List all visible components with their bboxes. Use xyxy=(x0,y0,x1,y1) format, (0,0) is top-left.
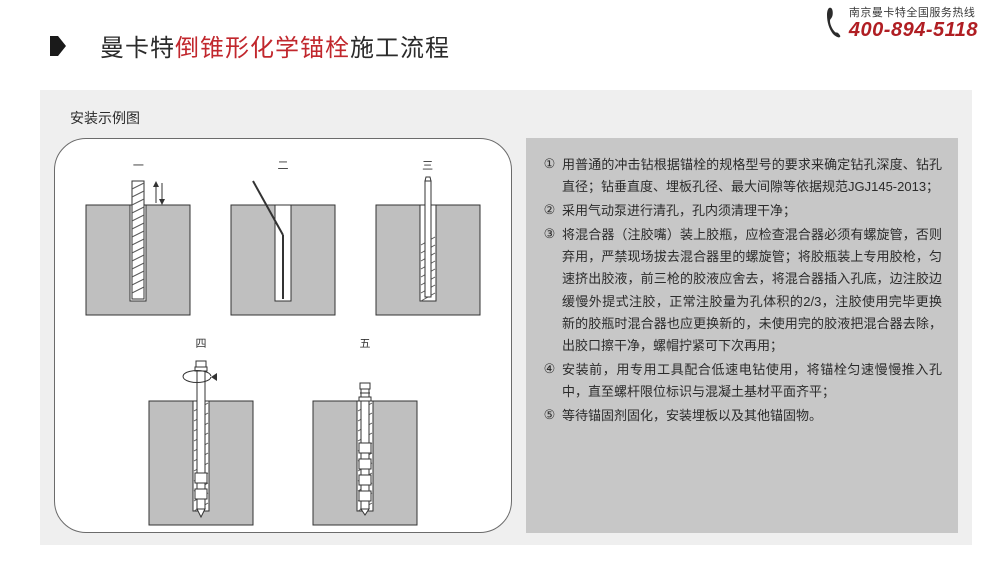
diagram-panel: 一 xyxy=(54,138,512,533)
step-label: 二 xyxy=(277,157,288,173)
diagram-row-top: 一 xyxy=(71,157,495,325)
num-icon: ④ xyxy=(542,361,557,376)
step-5: 五 xyxy=(303,335,427,533)
step-2: 二 xyxy=(221,157,345,325)
num-icon: ⑤ xyxy=(542,407,557,422)
num-icon: ③ xyxy=(542,226,557,241)
instruction-text: 安装前，用专用工具配合低速电钻使用，将锚栓匀速慢慢推入孔中，直至螺杆限位标识与混… xyxy=(562,362,942,399)
phone-icon xyxy=(825,6,843,38)
step-4: 四 xyxy=(139,335,263,533)
instruction-text: 将混合器（注胶嘴）装上胶瓶，应检查混合器必须有螺旋管，否则弃用，严禁现场拔去混合… xyxy=(562,227,942,352)
instruction-item: ③ 将混合器（注胶嘴）装上胶瓶，应检查混合器必须有螺旋管，否则弃用，严禁现场拔去混… xyxy=(542,224,942,357)
hotline-number: 400-894-5118 xyxy=(849,20,978,41)
step-label: 一 xyxy=(133,157,144,173)
instruction-item: ① 用普通的冲击钻根据锚栓的规格型号的要求来确定钻孔深度、钻孔直径；钻垂直度、埋板… xyxy=(542,154,942,198)
step-3: 三 xyxy=(366,157,490,325)
diagram-row-bottom: 四 xyxy=(71,335,495,533)
step-5-svg xyxy=(303,353,427,533)
title-seg3: 施工流程 xyxy=(350,35,450,62)
instruction-text: 等待锚固剂固化，安装埋板以及其他锚固物。 xyxy=(562,408,822,423)
step-4-svg xyxy=(139,353,263,533)
step-2-svg xyxy=(221,175,345,325)
hotline: 南京曼卡特全国服务热线 400-894-5118 xyxy=(825,4,978,41)
instructions-panel: ① 用普通的冲击钻根据锚栓的规格型号的要求来确定钻孔深度、钻孔直径；钻垂直度、埋板… xyxy=(526,138,958,533)
step-1: 一 xyxy=(76,157,200,325)
step-1-svg xyxy=(76,175,200,325)
title-seg1: 曼卡特 xyxy=(100,35,175,62)
subtitle: 安装示例图 xyxy=(70,108,958,128)
instruction-list: ① 用普通的冲击钻根据锚栓的规格型号的要求来确定钻孔深度、钻孔直径；钻垂直度、埋板… xyxy=(542,154,942,427)
step-label: 四 xyxy=(196,335,207,351)
title-seg2: 倒锥形化学锚栓 xyxy=(175,35,350,62)
num-icon: ① xyxy=(542,156,557,171)
bullet-icon xyxy=(50,36,66,56)
instruction-item: ④ 安装前，用专用工具配合低速电钻使用，将锚栓匀速慢慢推入孔中，直至螺杆限位标识与… xyxy=(542,359,942,403)
page-title: 曼卡特倒锥形化学锚栓施工流程 xyxy=(100,28,450,63)
instruction-item: ② 采用气动泵进行清孔，孔内须清理干净； xyxy=(542,200,942,222)
hotline-label: 南京曼卡特全国服务热线 xyxy=(849,4,978,20)
content-area: 安装示例图 一 xyxy=(40,90,972,545)
header: 曼卡特倒锥形化学锚栓施工流程 南京曼卡特全国服务热线 400-894-5118 xyxy=(0,0,1000,72)
step-3-svg xyxy=(366,175,490,325)
step-label: 三 xyxy=(422,157,433,173)
instruction-text: 采用气动泵进行清孔，孔内须清理干净； xyxy=(562,203,796,218)
step-label: 五 xyxy=(360,335,371,351)
num-icon: ② xyxy=(542,202,557,217)
instruction-text: 用普通的冲击钻根据锚栓的规格型号的要求来确定钻孔深度、钻孔直径；钻垂直度、埋板孔… xyxy=(562,157,942,194)
instruction-item: ⑤ 等待锚固剂固化，安装埋板以及其他锚固物。 xyxy=(542,405,942,427)
